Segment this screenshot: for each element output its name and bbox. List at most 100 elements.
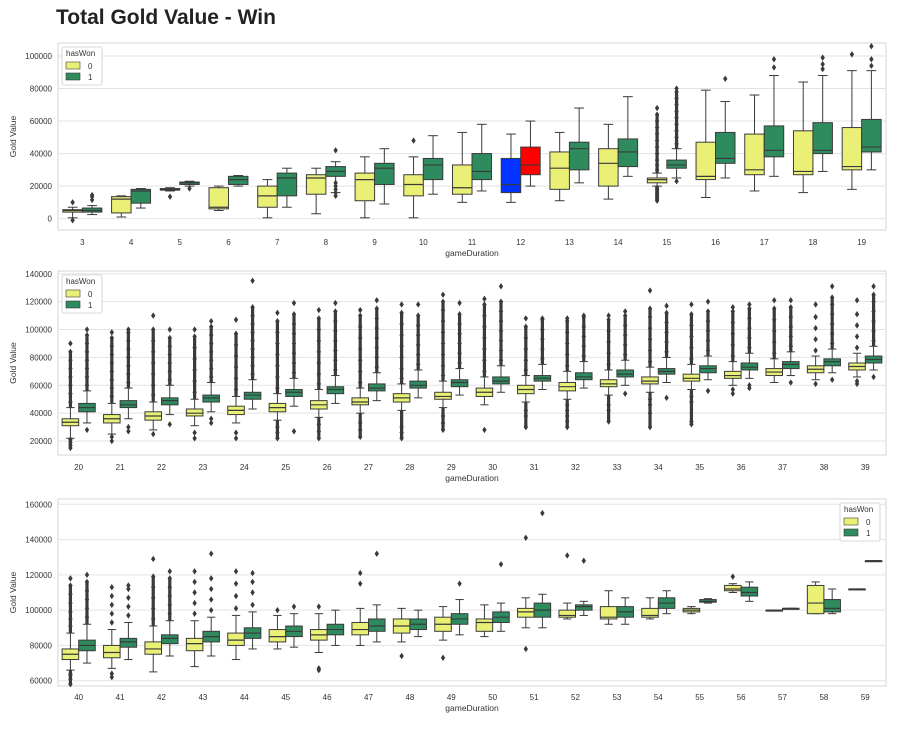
box-0-12 [500,133,522,203]
y-axis-label: Gold Value [8,572,18,614]
outlier-point [813,380,818,388]
box-body [823,358,841,367]
outlier-point [523,534,529,542]
x-tick-label: 27 [364,463,373,472]
outlier-point [250,277,255,284]
box-body [268,629,287,643]
outlier-band [747,308,751,354]
outlier-point [192,610,197,617]
box-body [517,607,535,618]
box-body [617,138,639,168]
outlier-point [333,192,338,200]
box-0-52 [558,552,577,620]
x-tick-label: 44 [240,693,249,702]
box-0-6 [208,185,229,211]
outlier-point [771,64,777,71]
box-0-30 [475,295,494,434]
outlier-point [316,306,322,314]
box-0-7 [257,179,278,219]
outlier-band [689,389,694,425]
outlier-point [854,297,860,304]
box-1-19 [861,43,882,171]
x-tick-label: 17 [760,238,769,247]
box-1-31 [533,315,552,390]
legend: hasWon 0 1 [61,274,103,314]
y-tick-label: 80000 [30,353,53,362]
y-tick-label: 100000 [25,52,52,61]
legend-swatch [65,72,81,81]
outlier-point [109,437,115,445]
box-1-46 [326,609,345,646]
x-tick-label: 6 [226,238,231,247]
outlier-band [524,402,528,428]
box-1-57 [782,607,800,610]
box-1-26 [326,299,345,404]
box-0-4 [111,195,132,218]
box-body [812,122,833,155]
outlier-point [126,326,131,333]
outlier-point [399,301,404,308]
legend-swatch [843,517,859,526]
outlier-point [523,323,529,330]
outlier-point [415,301,421,308]
box-0-29 [434,291,452,434]
outlier-point [664,394,669,402]
outlier-point [813,324,818,332]
box-1-7 [276,167,298,208]
box-0-11 [452,131,473,203]
x-tick-label: 26 [323,463,332,472]
outlier-band [416,315,420,370]
page-title: Total Gold Value - Win [56,6,276,29]
outlier-point [772,305,777,312]
outlier-point [358,306,363,314]
outlier-point [820,54,825,61]
outlier-point [126,428,131,435]
outlier-point [871,291,876,298]
box-body [161,397,179,406]
box-body [792,130,814,176]
outlier-point [854,344,860,351]
box-body [161,634,179,645]
outlier-band [582,317,586,362]
outlier-point [109,329,115,336]
box-body [111,196,132,214]
y-tick-label: 60000 [30,381,53,390]
outlier-band [193,336,197,400]
x-tick-label: 15 [662,238,671,247]
box-0-17 [744,94,765,192]
y-tick-label: 80000 [30,641,53,650]
outlier-point [523,645,529,653]
outlier-point [89,196,95,204]
outlier-point [167,421,172,428]
x-tick-label: 38 [819,463,828,472]
x-tick-label: 16 [711,238,720,247]
y-tick-label: 60000 [30,677,53,686]
y-tick-label: 60000 [30,117,53,126]
x-tick-label: 3 [80,238,85,247]
box-1-11 [471,123,492,192]
box-1-34 [657,302,676,402]
outlier-point [730,308,736,315]
box-0-55 [682,606,701,615]
box-body [276,172,298,197]
box-1-50 [492,561,510,632]
x-tick-label: 41 [116,693,125,702]
box-1-55 [699,598,717,604]
x-tick-label: 33 [612,463,621,472]
box-1-3 [81,191,103,216]
x-tick-label: 32 [571,463,580,472]
box-body [568,141,590,171]
box-body [119,400,138,409]
box-body [434,391,452,400]
outlier-point [208,419,214,427]
outlier-point [747,382,752,389]
x-tick-label: 21 [116,463,125,472]
outlier-point [457,299,462,307]
x-tick-label: 12 [516,238,525,247]
outlier-band [250,307,255,380]
outlier-point [664,309,669,317]
x-tick-label: 13 [565,238,574,247]
outlier-band [565,321,569,372]
boxplot-panel-1: 0 20000 40000 60000 80000 100000 Gold Value 3 4 5… [8,42,887,258]
box-body [475,618,494,632]
